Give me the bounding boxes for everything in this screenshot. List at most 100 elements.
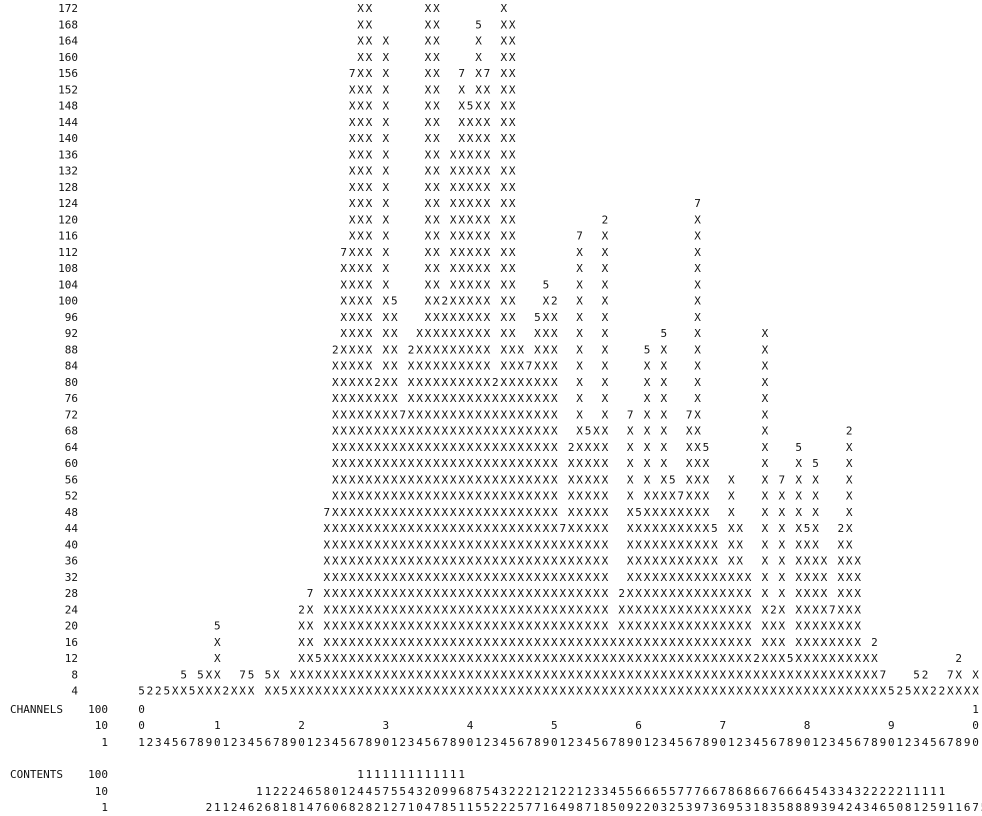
histogram-cell: X bbox=[433, 343, 440, 356]
histogram-cell: X bbox=[433, 100, 440, 113]
histogram-cell: X bbox=[391, 636, 398, 649]
histogram-cell: X bbox=[543, 343, 550, 356]
histogram-cell: X bbox=[458, 490, 465, 503]
histogram-cell: X bbox=[500, 457, 507, 470]
histogram-cell: X bbox=[551, 441, 558, 454]
histogram-cell: X bbox=[677, 652, 684, 665]
contents-ones-row-digit: 1 bbox=[408, 801, 415, 814]
histogram-cell: X bbox=[357, 425, 364, 438]
histogram-cell: X bbox=[467, 620, 474, 633]
histogram-cell: X bbox=[669, 555, 676, 568]
histogram-cell: X bbox=[686, 457, 693, 470]
channels-ones-row-digit: 7 bbox=[863, 736, 870, 749]
histogram-cell: X bbox=[349, 165, 356, 178]
histogram-cell: X bbox=[509, 571, 516, 584]
histogram-cell: X bbox=[576, 457, 583, 470]
histogram-cell: X bbox=[576, 636, 583, 649]
histogram-cell: X bbox=[391, 408, 398, 421]
histogram-cell: X bbox=[366, 18, 373, 31]
histogram-cell: X bbox=[416, 620, 423, 633]
histogram-cell: X bbox=[736, 685, 743, 698]
histogram-cell: X bbox=[568, 620, 575, 633]
histogram-cell: X bbox=[467, 181, 474, 194]
histogram-cell: X bbox=[543, 538, 550, 551]
histogram-cell: X bbox=[349, 230, 356, 243]
histogram-cell: X bbox=[484, 197, 491, 210]
contents-tens-row-digit: 2 bbox=[281, 785, 288, 798]
histogram-cell: X bbox=[602, 360, 609, 373]
histogram-cell: X bbox=[374, 506, 381, 519]
histogram-cell: X bbox=[467, 652, 474, 665]
histogram-partial-cell: 2 bbox=[568, 441, 575, 454]
histogram-cell: X bbox=[543, 425, 550, 438]
contents-ones-row-digit: 6 bbox=[340, 801, 347, 814]
channels-ones-row-digit: 4 bbox=[669, 736, 676, 749]
contents-tens-row-digit: 1 bbox=[922, 785, 929, 798]
histogram-cell: X bbox=[509, 506, 516, 519]
histogram-cell: X bbox=[332, 685, 339, 698]
histogram-cell: X bbox=[500, 603, 507, 616]
histogram-cell: X bbox=[340, 490, 347, 503]
histogram-cell: X bbox=[509, 311, 516, 324]
histogram-cell: X bbox=[593, 425, 600, 438]
histogram-cell: X bbox=[576, 555, 583, 568]
histogram-cell: X bbox=[391, 425, 398, 438]
histogram-cell: X bbox=[332, 441, 339, 454]
histogram-cell: X bbox=[778, 587, 785, 600]
histogram-cell: X bbox=[450, 392, 457, 405]
channels-ones-row-digit: 7 bbox=[947, 736, 954, 749]
histogram-cell: X bbox=[383, 100, 390, 113]
channels-ones-row-digit: 0 bbox=[467, 736, 474, 749]
y-tick-label: 120 bbox=[58, 213, 78, 226]
histogram-cell: X bbox=[568, 490, 575, 503]
histogram-cell: X bbox=[585, 587, 592, 600]
histogram-cell: X bbox=[627, 587, 634, 600]
histogram-cell: X bbox=[324, 522, 331, 535]
histogram-cell: X bbox=[509, 408, 516, 421]
histogram-partial-cell: 5 bbox=[787, 652, 794, 665]
histogram-cell: X bbox=[399, 490, 406, 503]
histogram-cell: X bbox=[854, 603, 861, 616]
histogram-cell: X bbox=[500, 311, 507, 324]
histogram-cell: X bbox=[298, 620, 305, 633]
histogram-cell: X bbox=[374, 538, 381, 551]
histogram-cell: X bbox=[602, 555, 609, 568]
histogram-cell: X bbox=[425, 295, 432, 308]
histogram-cell: X bbox=[661, 685, 668, 698]
histogram-cell: X bbox=[475, 555, 482, 568]
channels-ones-row-digit: 3 bbox=[913, 736, 920, 749]
histogram-cell: X bbox=[332, 538, 339, 551]
histogram-cell: X bbox=[837, 685, 844, 698]
histogram-cell: X bbox=[576, 441, 583, 454]
histogram-cell: X bbox=[425, 165, 432, 178]
y-tick-label: 116 bbox=[58, 230, 78, 243]
channels-ones-row-digit: 5 bbox=[930, 736, 937, 749]
histogram-cell: X bbox=[576, 587, 583, 600]
histogram-cell: X bbox=[383, 620, 390, 633]
histogram-cell: X bbox=[391, 441, 398, 454]
histogram-cell: X bbox=[846, 538, 853, 551]
histogram-cell: X bbox=[484, 620, 491, 633]
histogram-cell: X bbox=[450, 668, 457, 681]
histogram-cell: X bbox=[492, 668, 499, 681]
histogram-cell: X bbox=[450, 603, 457, 616]
histogram-cell: X bbox=[846, 620, 853, 633]
histogram-cell: X bbox=[433, 18, 440, 31]
histogram-cell: X bbox=[635, 668, 642, 681]
contents-ones-row-digit: 1 bbox=[281, 801, 288, 814]
histogram-cell: X bbox=[458, 587, 465, 600]
histogram-cell: X bbox=[357, 620, 364, 633]
histogram-cell: X bbox=[425, 148, 432, 161]
histogram-cell: X bbox=[795, 522, 802, 535]
histogram-cell: X bbox=[349, 100, 356, 113]
histogram-cell: X bbox=[475, 116, 482, 129]
histogram-cell: X bbox=[408, 603, 415, 616]
histogram-cell: X bbox=[357, 197, 364, 210]
histogram-cell: X bbox=[534, 571, 541, 584]
histogram-cell: X bbox=[248, 685, 255, 698]
histogram-cell: X bbox=[559, 571, 566, 584]
histogram-cell: X bbox=[391, 587, 398, 600]
contents-ones-row-digit: 2 bbox=[256, 801, 263, 814]
contents-tens-row-digit: 8 bbox=[745, 785, 752, 798]
histogram-cell: X bbox=[366, 35, 373, 48]
